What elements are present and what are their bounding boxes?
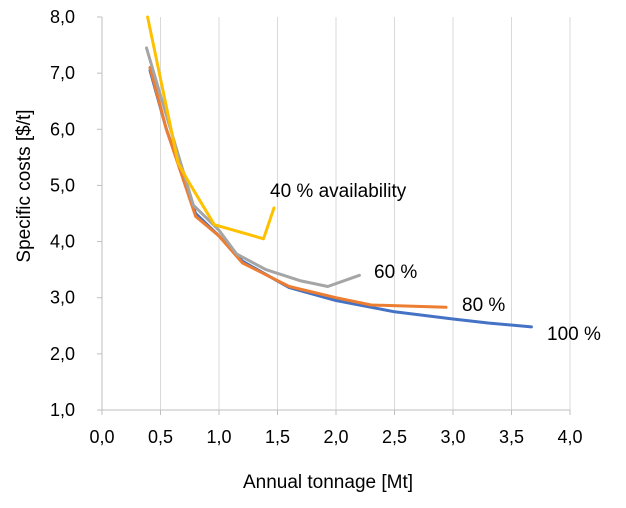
x-tick-label: 3,5 bbox=[499, 427, 524, 447]
series-label-40-availability: 40 % availability bbox=[270, 181, 407, 202]
y-tick-label: 3,0 bbox=[50, 288, 75, 308]
x-tick-label: 0,0 bbox=[89, 427, 114, 447]
y-tick-label: 7,0 bbox=[50, 63, 75, 83]
y-tick-label: 1,0 bbox=[50, 400, 75, 420]
y-tick-label: 2,0 bbox=[50, 344, 75, 364]
series-label-60: 60 % bbox=[374, 262, 417, 283]
y-tick-label: 4,0 bbox=[50, 232, 75, 252]
series-line-40-availability bbox=[146, 15, 276, 241]
x-tick-label: 4,0 bbox=[557, 427, 582, 447]
gridlines bbox=[160, 17, 571, 410]
y-tick-label: 6,0 bbox=[50, 119, 75, 139]
y-axis-title: Specific costs [$/t] bbox=[14, 109, 35, 262]
series-label-100: 100 % bbox=[547, 324, 601, 345]
x-tick-label: 1,5 bbox=[265, 427, 290, 447]
x-tick-label: 2,5 bbox=[382, 427, 407, 447]
series-lines bbox=[145, 15, 533, 329]
y-tick-label: 5,0 bbox=[50, 175, 75, 195]
series-label-80: 80 % bbox=[462, 295, 505, 316]
y-tick-label: 8,0 bbox=[50, 7, 75, 27]
x-tick-label: 3,0 bbox=[440, 427, 465, 447]
x-axis-title: Annual tonnage [Mt] bbox=[243, 472, 413, 493]
series-labels: 100 % 80 % 60 % 40 % availability bbox=[270, 181, 601, 345]
x-tick-label: 1,0 bbox=[206, 427, 231, 447]
axes: 0,0 0,5 1,0 1,5 2,0 2,5 3,0 3,5 4,0 1,0 2,0 3,0 4,0 5… bbox=[50, 7, 583, 447]
x-tick-label: 2,0 bbox=[323, 427, 348, 447]
x-tick-label: 0,5 bbox=[148, 427, 173, 447]
